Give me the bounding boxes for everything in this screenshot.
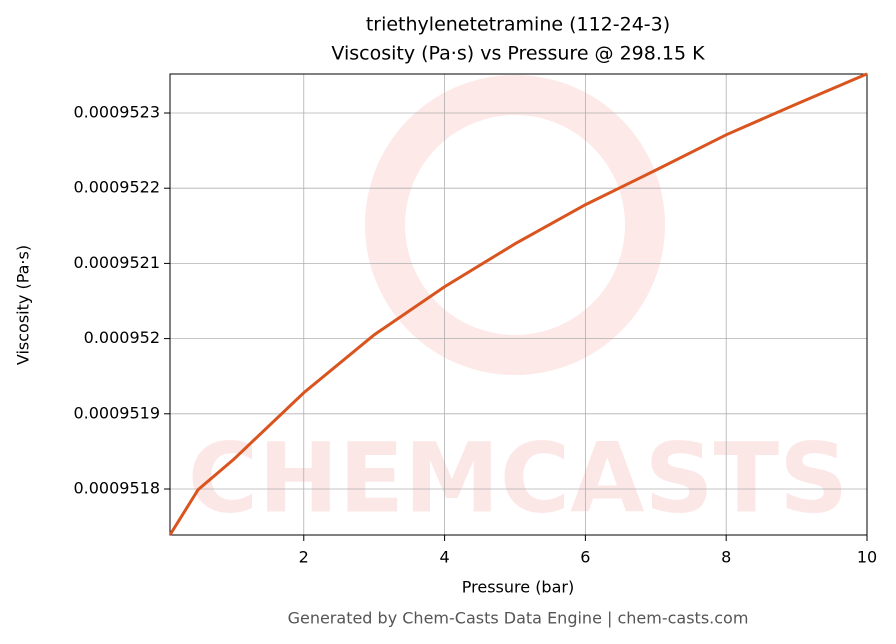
x-tick-label: 4 (439, 548, 449, 567)
chart-subtitle: Viscosity (Pa·s) vs Pressure @ 298.15 K (331, 43, 705, 65)
x-tick-label: 8 (721, 548, 731, 567)
plot-frame (169, 73, 868, 536)
y-axis-label: Viscosity (Pa·s) (14, 245, 33, 365)
watermark-logo (365, 75, 665, 375)
y-tick-label: 0.000952 (84, 328, 160, 347)
footer: Generated by Chem-Casts Data Engine | ch… (288, 609, 749, 628)
x-tick-label: 2 (299, 548, 309, 567)
y-tick-label: 0.0009522 (73, 178, 160, 197)
watermark-group: CHEMCASTS (188, 75, 848, 534)
y-tick-label: 0.0009519 (73, 403, 160, 422)
x-axis-label: Pressure (bar) (462, 578, 574, 597)
chart-title: triethylenetetramine (112-24-3) (366, 14, 670, 36)
y-tick-label: 0.0009523 (73, 102, 160, 121)
y-tick-label: 0.0009521 (73, 253, 160, 272)
x-tick-label: 10 (857, 548, 877, 567)
watermark: CHEMCASTS (188, 422, 848, 534)
x-tick-label: 6 (580, 548, 590, 567)
y-tick-label: 0.0009518 (73, 479, 160, 498)
data-line (168, 72, 868, 536)
